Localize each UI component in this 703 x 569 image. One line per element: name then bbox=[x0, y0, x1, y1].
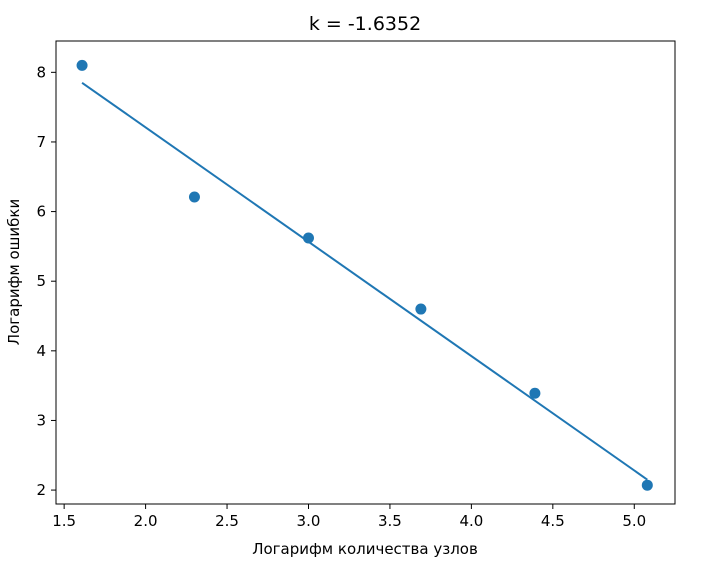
data-point bbox=[188, 191, 200, 203]
fit-line bbox=[81, 81, 648, 481]
y-tick-label: 2 bbox=[36, 481, 46, 499]
x-axis-label: Логарифм количества узлов bbox=[252, 540, 478, 558]
x-tick-label: 3.0 bbox=[297, 512, 321, 530]
chart-title: k = -1.6352 bbox=[309, 13, 421, 35]
x-tick-label: 2.5 bbox=[215, 512, 239, 530]
data-marks bbox=[76, 59, 653, 491]
data-point bbox=[529, 387, 541, 399]
x-tick-label: 1.5 bbox=[52, 512, 76, 530]
y-axis-label: Логарифм ошибки bbox=[5, 199, 23, 345]
y-tick-label: 8 bbox=[36, 63, 46, 81]
x-axis-ticks: 1.5 2.0 2.5 3.0 3.5 4.0 4.5 5.0 bbox=[52, 504, 646, 530]
data-point bbox=[641, 479, 653, 491]
y-tick-label: 6 bbox=[36, 203, 46, 221]
data-point bbox=[415, 303, 427, 315]
x-tick-label: 4.0 bbox=[459, 512, 483, 530]
y-tick-label: 4 bbox=[36, 342, 46, 360]
x-tick-label: 4.5 bbox=[541, 512, 565, 530]
y-tick-label: 3 bbox=[36, 411, 46, 429]
data-point bbox=[302, 232, 314, 244]
y-tick-label: 5 bbox=[36, 272, 46, 290]
x-tick-label: 5.0 bbox=[622, 512, 646, 530]
y-tick-label: 7 bbox=[36, 133, 46, 151]
y-axis-ticks: 2 3 4 5 6 7 8 bbox=[36, 63, 56, 499]
x-tick-label: 3.5 bbox=[378, 512, 402, 530]
x-tick-label: 2.0 bbox=[134, 512, 158, 530]
data-point bbox=[76, 59, 88, 71]
